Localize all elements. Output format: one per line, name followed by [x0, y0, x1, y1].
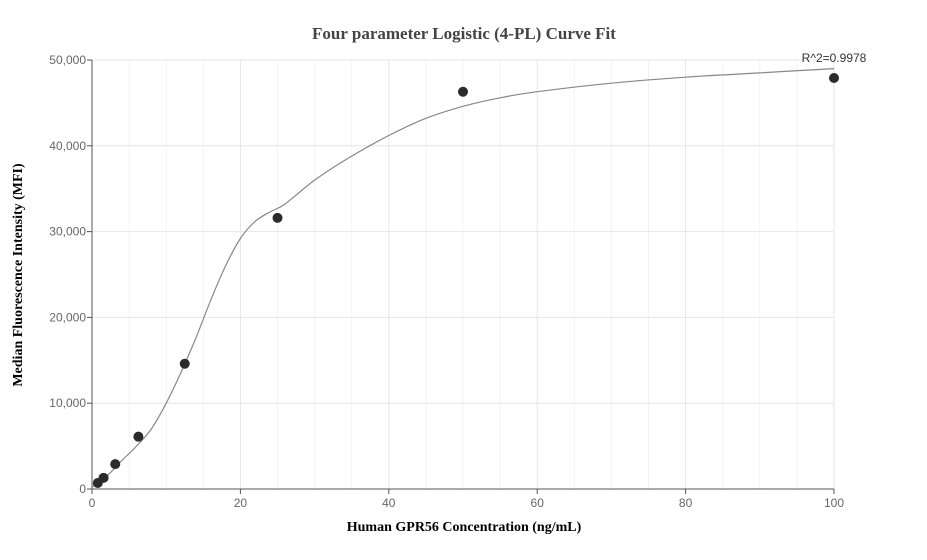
- data-point: [458, 86, 468, 97]
- fit-curve: [91, 68, 835, 488]
- x-axis-label: Human GPR56 Concentration (ng/mL): [347, 520, 582, 535]
- data-point: [133, 431, 144, 442]
- x-tick-label: 40: [382, 496, 396, 510]
- y-tick-label: 40,000: [49, 139, 86, 153]
- x-tick-label: 80: [679, 496, 693, 510]
- y-tick-label: 10,000: [49, 396, 86, 410]
- x-tick-label: 60: [531, 496, 545, 510]
- x-tick-label: 0: [89, 496, 96, 510]
- y-axis-label: Median Fluorescence Intensity (MFI): [11, 163, 26, 387]
- gridlines: [92, 59, 835, 489]
- x-tick-label: 100: [824, 496, 844, 510]
- r-squared-annotation: R^2=0.9978: [802, 51, 867, 65]
- chart-title: Four parameter Logistic (4-PL) Curve Fit: [312, 24, 616, 43]
- data-point: [272, 212, 283, 223]
- data-point: [829, 73, 839, 84]
- minor-gridlines: [128, 60, 798, 489]
- data-point: [179, 358, 190, 369]
- data-point: [98, 472, 109, 483]
- y-tick-label: 0: [79, 482, 86, 496]
- data-point: [110, 459, 121, 470]
- fit-curve-group: [91, 68, 835, 488]
- y-tick-label: 20,000: [49, 310, 86, 324]
- data-points: [92, 73, 839, 488]
- axes: [87, 59, 835, 494]
- x-tick-label: 20: [234, 496, 248, 510]
- y-tick-label: 50,000: [49, 53, 86, 67]
- y-tick-label: 30,000: [49, 225, 86, 239]
- tick-labels: 0 20 40 60 80 100 0 10,000 20,000 30,000 40,000 50,…: [49, 53, 844, 510]
